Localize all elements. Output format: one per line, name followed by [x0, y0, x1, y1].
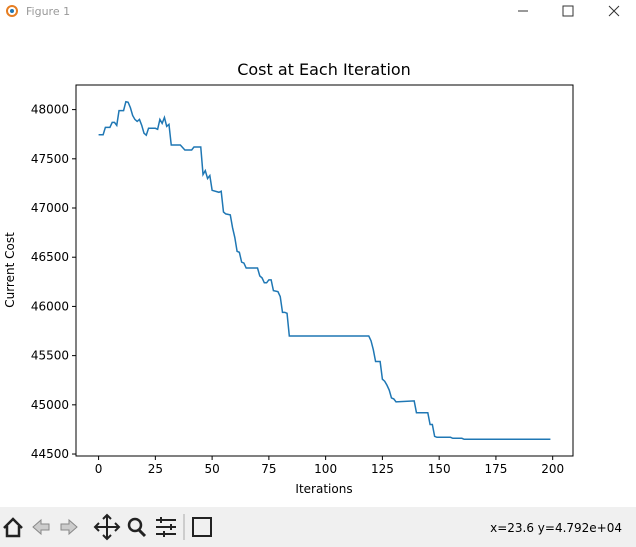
configure-button[interactable] [156, 517, 176, 537]
y-tick-label: 47500 [31, 152, 69, 166]
data-line [98, 100, 551, 441]
x-tick-label: 50 [204, 462, 219, 476]
app-icon [6, 5, 18, 17]
pan-button[interactable] [93, 513, 121, 541]
status-text: x=23.6 y=4.792e+04 [490, 521, 622, 535]
chart-title: Cost at Each Iteration [237, 60, 411, 79]
y-tick-label: 46500 [31, 250, 69, 264]
x-tick-label: 200 [541, 462, 564, 476]
x-tick-label: 0 [95, 462, 103, 476]
title-bar [0, 0, 636, 22]
forward-button[interactable] [60, 518, 78, 536]
x-tick-label: 75 [261, 462, 276, 476]
x-tick-label: 100 [314, 462, 337, 476]
zoom-button[interactable] [127, 517, 147, 538]
y-tick-label: 45500 [31, 349, 69, 363]
y-tick-label: 44500 [31, 447, 69, 461]
y-tick-label: 47000 [31, 201, 69, 215]
close-button[interactable] [608, 5, 620, 17]
home-button[interactable] [3, 517, 23, 538]
x-tick-label: 125 [371, 462, 394, 476]
y-tick-label: 48000 [31, 103, 69, 117]
y-tick-label: 46000 [31, 299, 69, 313]
x-tick-label: 175 [484, 462, 507, 476]
window-title: Figure 1 [26, 5, 70, 18]
maximize-button[interactable] [562, 5, 574, 17]
plot-area [75, 84, 574, 457]
back-button[interactable] [32, 518, 50, 536]
y-tick-label: 45000 [31, 398, 69, 412]
x-axis-label: Iterations [295, 482, 352, 496]
y-axis-label: Current Cost [3, 232, 17, 308]
toolbar-icons [3, 513, 212, 541]
x-tick-label: 25 [148, 462, 163, 476]
x-tick-label: 150 [428, 462, 451, 476]
save-button[interactable] [192, 517, 212, 537]
